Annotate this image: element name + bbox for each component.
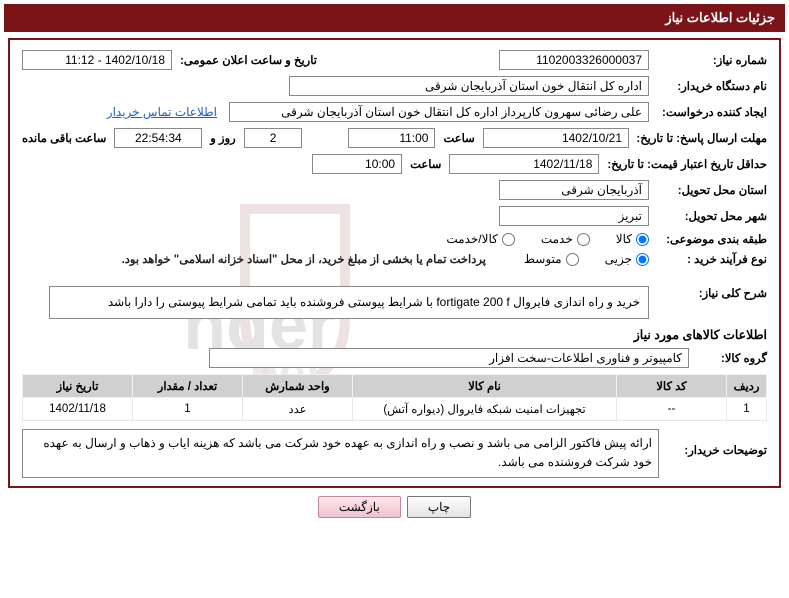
days-remaining-field: 2: [244, 128, 303, 148]
goods-table: ردیفکد کالانام کالاواحد شمارشتعداد / مقد…: [22, 374, 767, 421]
process-radio[interactable]: [566, 253, 579, 266]
city-field: تبریز: [499, 206, 649, 226]
process-option[interactable]: متوسط: [524, 252, 579, 266]
table-cell: عدد: [243, 398, 353, 421]
province-field: آذربایجان شرقی: [499, 180, 649, 200]
buyer-notes-field: ارائه پیش فاکتور الزامی می باشد و نصب و …: [22, 429, 659, 477]
process-label-text: متوسط: [524, 252, 562, 266]
table-header: تعداد / مقدار: [133, 375, 243, 398]
back-button[interactable]: بازگشت: [318, 496, 401, 518]
deadline-label: مهلت ارسال پاسخ: تا تاریخ:: [637, 131, 767, 145]
category-option[interactable]: کالا/خدمت: [446, 232, 514, 246]
deadline-time-field: 11:00: [348, 128, 436, 148]
category-label-text: خدمت: [541, 232, 573, 246]
need-number-label: شماره نیاز:: [657, 53, 767, 67]
requester-field: علی رضائی سهرون کارپرداز اداره کل انتقال…: [229, 102, 649, 122]
table-cell: 1: [727, 398, 767, 421]
requester-label: ایجاد کننده درخواست:: [657, 105, 767, 119]
need-number-field: 1102003326000037: [499, 50, 649, 70]
buyer-org-label: نام دستگاه خریدار:: [657, 79, 767, 93]
table-cell: 1402/11/18: [23, 398, 133, 421]
table-cell: تجهیزات امنیت شبکه فایروال (دیواره آتش): [353, 398, 617, 421]
category-label: طبقه بندی موضوعی:: [657, 232, 767, 246]
process-label: نوع فرآیند خرید :: [657, 252, 767, 266]
category-option[interactable]: کالا: [616, 232, 649, 246]
process-option[interactable]: جزیی: [605, 252, 649, 266]
buyer-notes-label: توضیحات خریدار:: [667, 443, 767, 457]
category-label-text: کالا/خدمت: [446, 232, 497, 246]
details-fieldset: شماره نیاز: 1102003326000037 تاریخ و ساع…: [8, 38, 781, 488]
category-option[interactable]: خدمت: [541, 232, 590, 246]
category-radio[interactable]: [502, 233, 515, 246]
days-suffix: روز و: [210, 131, 235, 145]
category-label-text: کالا: [616, 232, 632, 246]
process-radios: جزیی متوسط: [524, 252, 649, 266]
table-header: کد کالا: [617, 375, 727, 398]
table-header: ردیف: [727, 375, 767, 398]
city-label: شهر محل تحویل:: [657, 209, 767, 223]
buyer-org-field: اداره کل انتقال خون استان آذربایجان شرقی: [289, 76, 649, 96]
table-cell: --: [617, 398, 727, 421]
table-header: نام کالا: [353, 375, 617, 398]
payment-note: پرداخت تمام یا بخشی از مبلغ خرید، از محل…: [122, 252, 486, 266]
goods-group-field: کامپیوتر و فناوری اطلاعات-سخت افزار: [209, 348, 689, 368]
deadline-date-field: 1402/10/21: [483, 128, 629, 148]
process-label-text: جزیی: [605, 252, 632, 266]
countdown-field: 22:54:34: [114, 128, 202, 148]
page-title: جزئیات اطلاعات نیاز: [4, 4, 785, 32]
category-radio[interactable]: [636, 233, 649, 246]
table-header: واحد شمارش: [243, 375, 353, 398]
validity-date-field: 1402/11/18: [449, 154, 599, 174]
validity-time-field: 10:00: [312, 154, 402, 174]
deadline-time-label: ساعت: [443, 131, 474, 145]
announce-label: تاریخ و ساعت اعلان عمومی:: [180, 53, 317, 67]
category-radio[interactable]: [577, 233, 590, 246]
general-desc-label: شرح کلی نیاز:: [657, 286, 767, 300]
table-row: 1--تجهیزات امنیت شبکه فایروال (دیواره آت…: [23, 398, 767, 421]
province-label: استان محل تحویل:: [657, 183, 767, 197]
category-radios: کالا خدمت کالا/خدمت: [446, 232, 649, 246]
announce-field: 1402/10/18 - 11:12: [22, 50, 172, 70]
goods-section-title: اطلاعات کالاهای مورد نیاز: [22, 327, 767, 342]
process-radio[interactable]: [636, 253, 649, 266]
table-header: تاریخ نیاز: [23, 375, 133, 398]
goods-group-label: گروه کالا:: [697, 351, 767, 365]
remaining-label: ساعت باقی مانده: [22, 131, 106, 145]
validity-label: حداقل تاریخ اعتبار قیمت: تا تاریخ:: [607, 157, 767, 171]
print-button[interactable]: چاپ: [407, 496, 471, 518]
validity-time-label: ساعت: [410, 157, 441, 171]
table-cell: 1: [133, 398, 243, 421]
general-desc-field: خرید و راه اندازی فایروال fortigate 200 …: [49, 286, 649, 319]
contact-buyer-link[interactable]: اطلاعات تماس خریدار: [107, 105, 217, 119]
